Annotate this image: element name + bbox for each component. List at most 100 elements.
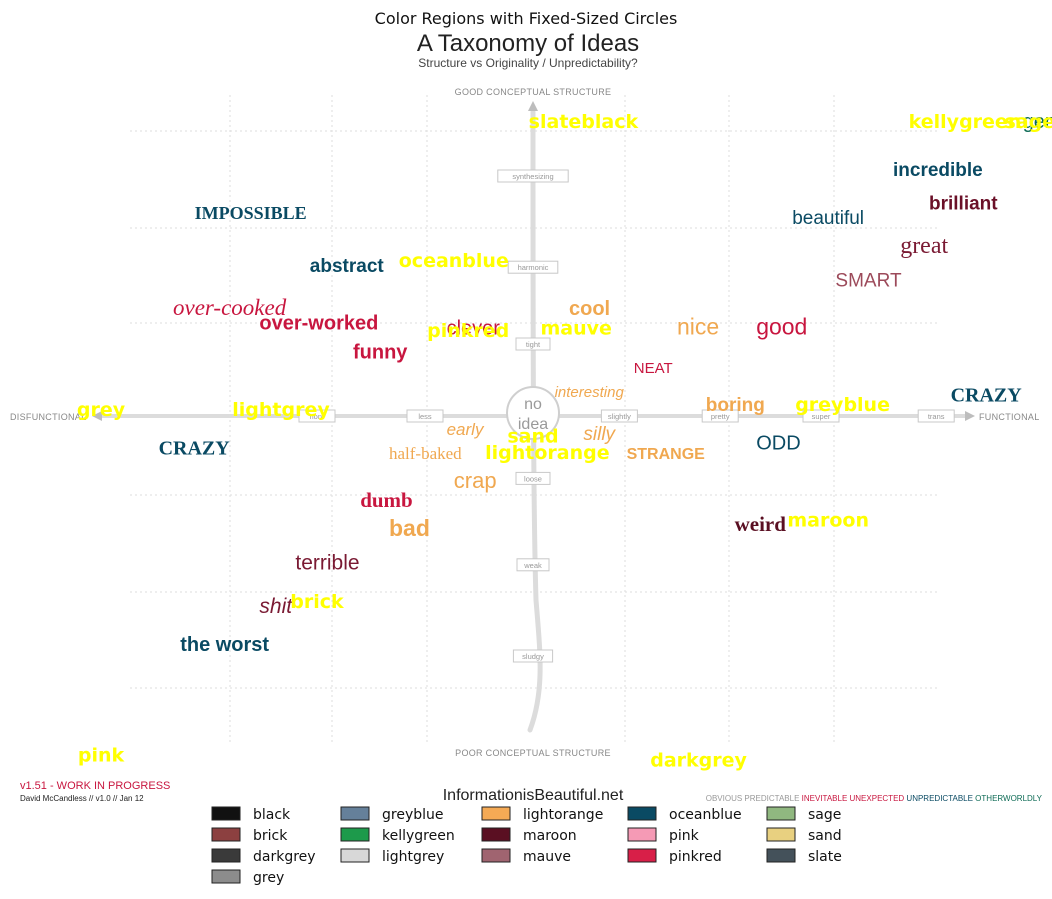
- region-label-sage: sage: [1004, 111, 1052, 133]
- word-funny: funny: [353, 341, 408, 363]
- legend-label: slate: [808, 849, 842, 865]
- y-tick-label: loose: [524, 474, 542, 483]
- region-label-brick: brick: [290, 591, 344, 613]
- word-terrible: terrible: [295, 552, 359, 575]
- region-label-grey: grey: [77, 399, 126, 421]
- legend-item-black: black: [211, 806, 291, 823]
- legend-label: kellygreen: [382, 828, 455, 844]
- y-tick-box: [512, 649, 554, 663]
- center-label-line-1: no: [524, 396, 542, 413]
- y-tick-tight: tight: [515, 337, 551, 351]
- credit-scale-obvious: OBVIOUS: [706, 794, 742, 803]
- legend-item-sand: sand: [766, 827, 842, 844]
- figure-title: Color Regions with Fixed-Sized Circles: [375, 9, 678, 28]
- word-over-cooked: over-cooked: [173, 295, 287, 320]
- word-brilliant: brilliant: [929, 194, 998, 215]
- word-cool: cool: [569, 298, 610, 320]
- x-tick-box: [600, 409, 638, 423]
- word-genius: genius: [1023, 111, 1052, 133]
- x-tick-pretty: pretty: [701, 409, 739, 423]
- word-incredible: incredible: [893, 160, 983, 181]
- x-tick-non: non-: [298, 409, 336, 423]
- region-label-maroon: maroon: [787, 509, 869, 531]
- y-tick-box: [516, 558, 550, 572]
- credit-site: InformationisBeautiful.net: [443, 787, 624, 804]
- x-tick-label: less: [418, 412, 432, 421]
- x-tick-trans: trans: [917, 409, 955, 423]
- x-tick-slightly: slightly: [600, 409, 638, 423]
- y-tick-harmonic: harmonic: [507, 260, 559, 274]
- word-crap: crap: [454, 468, 497, 493]
- legend-label: brick: [253, 828, 288, 844]
- region-label-pinkred: pinkred: [427, 320, 509, 342]
- word-bad: bad: [389, 515, 430, 541]
- y-tick-box: [515, 471, 551, 485]
- credit-scale-predictable: PREDICTABLE: [742, 794, 799, 803]
- credit-scale-otherworldly: OTHERWORLDLY: [973, 794, 1043, 803]
- word-good: good: [756, 313, 807, 339]
- word-odd: ODD: [756, 433, 800, 455]
- legend-item-pink: pink: [627, 827, 700, 844]
- x-tick-box: [701, 409, 739, 423]
- legend-item-lightorange: lightorange: [481, 806, 603, 823]
- word-shit: shit: [259, 595, 293, 618]
- word-strange: STRANGE: [627, 446, 706, 463]
- y-tick-label: weak: [523, 561, 542, 570]
- y-tick-box: [515, 337, 551, 351]
- y-tick-box: [497, 169, 569, 183]
- legend-swatch: [340, 806, 370, 821]
- x-tick-label: trans: [928, 412, 945, 421]
- legend-label: greyblue: [382, 807, 444, 823]
- word-impossible: IMPOSSIBLE: [195, 203, 307, 223]
- credit-scale-unexpected: UNEXPECTED: [847, 794, 904, 803]
- x-axis-arrow-left: [92, 411, 102, 421]
- credit-scale-inevitable: INEVITABLE: [799, 794, 847, 803]
- legend-item-mauve: mauve: [481, 848, 571, 865]
- legend-label: sand: [808, 828, 842, 844]
- y-tick-synthesizing: synthesizing: [497, 169, 569, 183]
- x-tick-less: less: [406, 409, 444, 423]
- legend-swatch: [766, 827, 796, 842]
- word-early: early: [447, 420, 485, 439]
- credit-author: David McCandless // v1.0 // Jan 12: [20, 794, 144, 803]
- y-tick-box: [507, 260, 559, 274]
- legend-swatch: [211, 806, 241, 821]
- region-label-pink: pink: [78, 745, 125, 767]
- x-tick-label: slightly: [608, 412, 631, 421]
- word-great: great: [900, 233, 948, 259]
- x-tick-label: pretty: [711, 412, 730, 421]
- legend-swatch: [627, 827, 657, 842]
- legend-swatch: [481, 827, 511, 842]
- legend-swatch: [481, 806, 511, 821]
- legend-label: sage: [808, 807, 841, 823]
- word-nice: nice: [677, 313, 719, 339]
- legend-item-slate: slate: [766, 848, 842, 865]
- word-the-worst: the worst: [180, 634, 269, 656]
- legend-item-sage: sage: [766, 806, 841, 823]
- x-tick-box: [406, 409, 444, 423]
- y-tick-label: synthesizing: [512, 172, 553, 181]
- word-dumb: dumb: [360, 488, 413, 512]
- x-axis-arrow-right: [965, 411, 975, 421]
- legend-swatch: [211, 869, 241, 884]
- legend-item-oceanblue: oceanblue: [627, 806, 742, 823]
- word-abstract: abstract: [310, 256, 385, 277]
- word-smart: SMART: [835, 270, 902, 291]
- region-label-greyblue: greyblue: [795, 394, 890, 416]
- word-crazy: CRAZY: [159, 437, 231, 459]
- legend-label: grey: [253, 870, 284, 886]
- word-interesting: interesting: [555, 384, 625, 401]
- legend-swatch: [340, 827, 370, 842]
- word-crazy: CRAZY: [951, 385, 1023, 407]
- region-label-slateblack: slateblack: [529, 111, 639, 133]
- word-boring: boring: [706, 395, 765, 416]
- idea-words: genius incredible brilliant beautiful great S…: [159, 111, 1052, 656]
- axis-ticks: non-less slightly pretty super trans synthesi…: [298, 169, 955, 663]
- x-tick-label: super: [812, 412, 831, 421]
- legend-item-greyblue: greyblue: [340, 806, 444, 823]
- legend-swatch: [627, 848, 657, 863]
- region-label-lightgrey: lightgrey: [232, 399, 330, 421]
- legend-item-darkgrey: darkgrey: [211, 848, 316, 865]
- legend-label: lightgrey: [382, 849, 444, 865]
- taxonomy-image: A Taxonomy of Ideas Structure vs Origina…: [10, 30, 1052, 804]
